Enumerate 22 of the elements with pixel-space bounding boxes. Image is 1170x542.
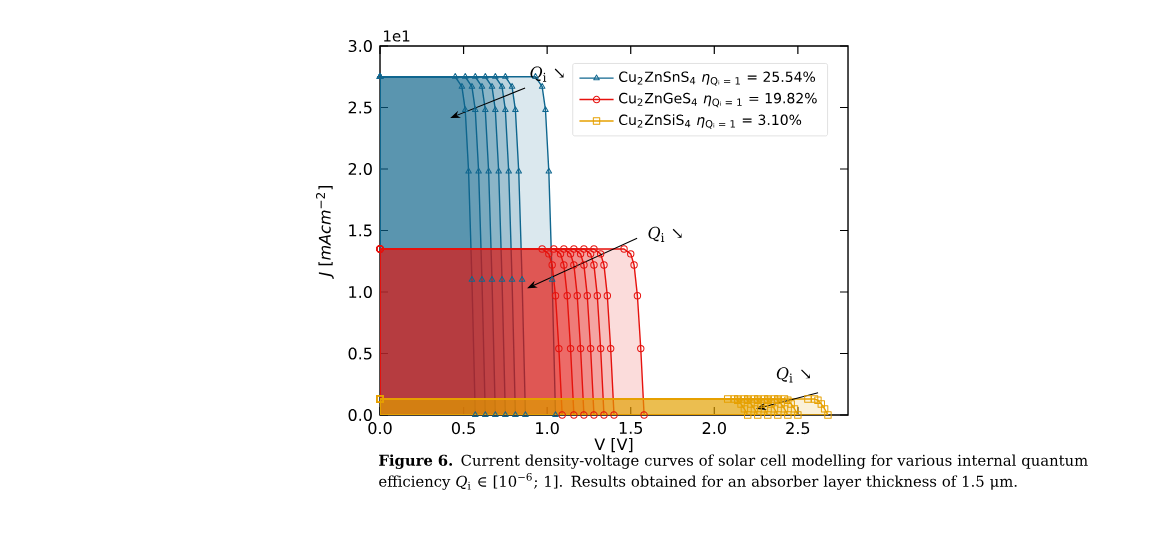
y-tick-label: 1.0 (349, 285, 372, 299)
y-tick-label: 3.0 (348, 39, 372, 53)
y-axis-title: J [mAcm$^{−2}$] (316, 185, 334, 280)
x-tick-label: 2.5 (786, 422, 810, 435)
x-tick-label: 0.0 (368, 422, 392, 435)
annotation: Q$_{i}$ ↘ (776, 367, 810, 383)
legend-label: Cu$_{2}$ZnSnS$_{4}$ η$_{Qᵢ = 1}$ = 25.54% (619, 71, 816, 86)
text: Figure 6. Current density-voltage curves of solar cell modelling for various internal quantum efficiency Q$_{i}$ ∈ [10$^{−6}$; 1]. Results obtained for an absorber layer thickness of 1.5 μm. (379, 454, 1088, 490)
y-tick-label: 0.5 (348, 347, 372, 360)
y-tick-label: 1.5 (349, 224, 372, 237)
x-tick-label: 0.5 (451, 422, 475, 435)
y-tick-label: 2.5 (348, 101, 372, 114)
y-tick-label: 0.0 (348, 408, 372, 422)
x-tick-label: 2.0 (702, 422, 726, 435)
x-axis-title: V [V] (594, 437, 633, 453)
x-tick-label: 1.5 (619, 422, 643, 434)
legend-label: Cu$_{2}$ZnSiS$_{4}$ η$_{Qᵢ = 1}$ = 3.10% (619, 114, 802, 129)
text: 1e1 (384, 30, 410, 42)
y-tick-label: 2.0 (348, 162, 372, 176)
x-tick-label: 1.0 (536, 422, 559, 435)
annotation: Q$_{i}$ ↘ (648, 226, 682, 242)
legend-label: Cu$_{2}$ZnGeS$_{4}$ η$_{Qᵢ = 1}$ = 19.82% (619, 92, 817, 108)
